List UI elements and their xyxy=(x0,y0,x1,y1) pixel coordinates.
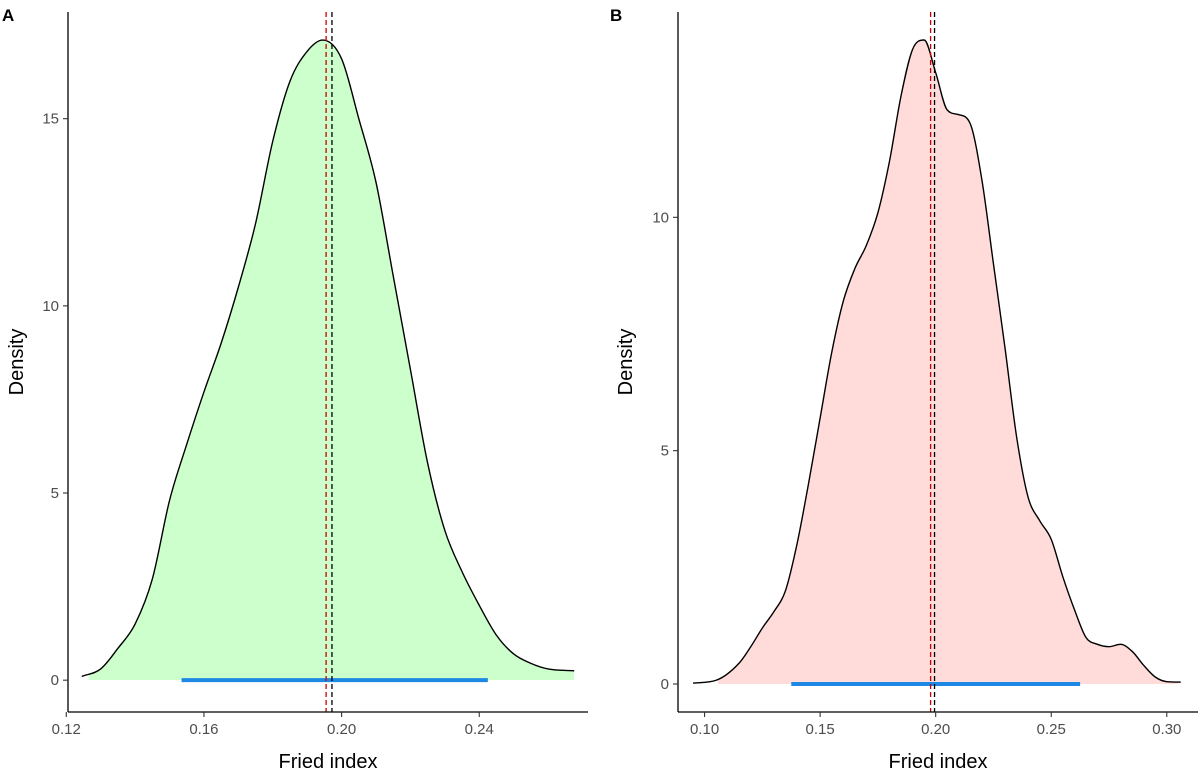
panel-a-y-tick-label: 5 xyxy=(51,485,59,502)
panel-b-x-axis-title: Fried index xyxy=(889,751,988,773)
panel-b-plot-area: 0 5 10 0.10 0.15 0.20 0.25 0.30 xyxy=(652,12,1198,738)
panel-b-y-tick-label: 5 xyxy=(661,443,669,460)
panel-b-x-tick-label: 0.20 xyxy=(921,721,950,738)
panel-b-x-tick-label: 0.30 xyxy=(1152,721,1181,738)
panel-a-y-axis-title: Density xyxy=(6,329,28,396)
panel-b-y-tick-label: 0 xyxy=(661,676,669,693)
panel-b-density-fill xyxy=(717,40,1178,684)
panel-a-y-tick-label: 0 xyxy=(51,672,59,689)
panel-a-x-tick-label: 0.20 xyxy=(327,721,356,738)
panel-b-y-tick-label: 10 xyxy=(652,209,669,226)
panel-a-x-tick-label: 0.16 xyxy=(189,721,218,738)
panel-b-x-tick-label: 0.25 xyxy=(1037,721,1066,738)
panel-b-x-tick-label: 0.15 xyxy=(806,721,835,738)
panel-a: A 0 5 10 15 0.12 0.16 0.20 0.24 Fried index Den… xyxy=(2,6,588,773)
panel-b-label: B xyxy=(610,6,622,25)
panel-b: B 0 5 10 0.10 0.15 0.20 0.25 0.30 Fried index D… xyxy=(610,6,1198,773)
panel-a-y-tick-label: 10 xyxy=(42,298,59,315)
panel-b-y-axis-title: Density xyxy=(615,329,637,396)
panel-a-x-tick-label: 0.12 xyxy=(52,721,81,738)
panel-a-density-curve xyxy=(81,39,575,678)
panel-a-label: A xyxy=(2,6,14,25)
panel-a-y-tick-label: 15 xyxy=(42,111,59,128)
panel-a-plot-area: 0 5 10 15 0.12 0.16 0.20 0.24 xyxy=(42,12,588,738)
panel-a-x-axis-title: Fried index xyxy=(279,751,378,773)
panel-b-density-curve xyxy=(692,39,1181,684)
panel-a-x-tick-label: 0.24 xyxy=(465,721,494,738)
panel-a-density-fill xyxy=(88,40,575,681)
panel-b-x-tick-label: 0.10 xyxy=(690,721,719,738)
